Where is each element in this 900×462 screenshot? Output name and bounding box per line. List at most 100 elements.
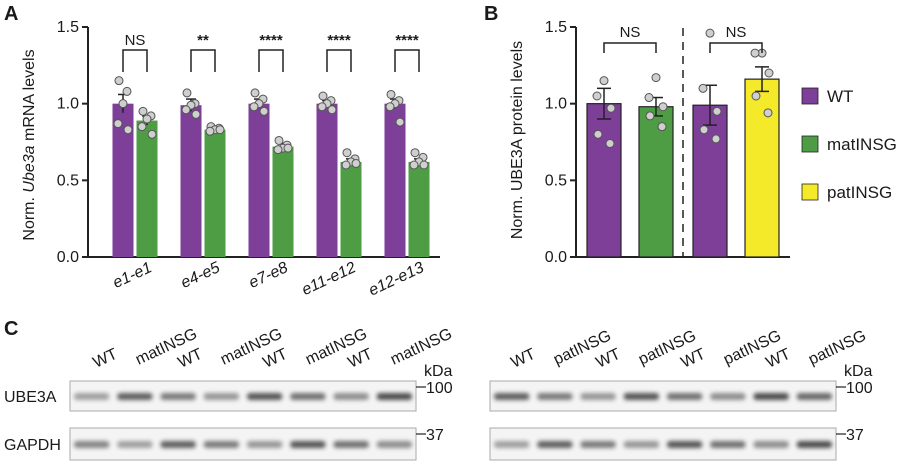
chart-b-point xyxy=(599,76,609,86)
chart-a-point xyxy=(395,117,405,127)
chart-a-point xyxy=(342,148,352,158)
legend-label: matINSG xyxy=(827,135,897,154)
chart-a-point xyxy=(283,143,293,153)
blot-band xyxy=(333,441,369,448)
blot-band xyxy=(117,441,153,448)
chart-a-point xyxy=(250,88,260,98)
chart-a-ytick-label: 1.0 xyxy=(57,96,79,113)
blot-band xyxy=(580,441,616,448)
blot-band xyxy=(203,441,239,448)
chart-a-sig-bracket xyxy=(122,49,148,72)
chart-a-ytick-label: 1.5 xyxy=(57,19,79,36)
chart-a-ytick-label: 0.0 xyxy=(57,249,79,266)
blot-band xyxy=(753,393,789,400)
chart-a-point xyxy=(205,126,215,136)
chart-a-sig-label: NS xyxy=(125,32,146,49)
chart-a-bar xyxy=(316,103,338,258)
chart-a: Norm. Ube3a mRNA levels 0.0 0.5 1.0 1.5 NS e1… xyxy=(21,19,440,299)
legend-swatch xyxy=(801,87,819,105)
panel-c-label: C xyxy=(4,318,18,340)
legend-swatch xyxy=(801,183,819,201)
chart-a-point xyxy=(142,114,152,124)
blot-band xyxy=(796,393,832,400)
chart-b-point xyxy=(606,103,616,113)
chart-a-point xyxy=(113,119,123,129)
legend-label: patINSG xyxy=(827,183,892,202)
blot-band xyxy=(247,393,283,400)
chart-a-point xyxy=(274,135,284,145)
chart-a-category-label: e4-e5 xyxy=(178,259,222,292)
chart-b-bar xyxy=(744,78,780,258)
chart-a-point xyxy=(138,106,148,116)
chart-a-point xyxy=(351,158,361,168)
chart-a-point xyxy=(386,89,396,99)
blot-band xyxy=(537,441,573,448)
chart-b-ytick-label: 0.5 xyxy=(545,172,567,189)
chart-b-ytick-label: 1.0 xyxy=(545,96,567,113)
chart-a-point xyxy=(327,105,337,115)
chart-b-point xyxy=(605,139,615,149)
blot-band xyxy=(667,441,703,448)
blot-band xyxy=(160,441,196,448)
chart-a-point xyxy=(259,106,269,116)
chart-a-sig-bracket xyxy=(258,49,284,72)
chart-b-bar xyxy=(692,104,728,258)
blot-band xyxy=(203,393,239,400)
chart-b: Norm. UBE3A protein levels 0.0 0.5 1.0 1.5 N… xyxy=(509,19,897,266)
chart-a-point xyxy=(123,125,133,135)
blot-marker-label: 100 xyxy=(846,380,873,397)
chart-b-sig-bracket xyxy=(603,42,657,53)
chart-a-category-label: e1-e1 xyxy=(110,259,154,292)
chart-a-bar xyxy=(408,161,430,257)
blot-band xyxy=(117,393,153,400)
chart-a-point xyxy=(273,145,283,155)
blot-row-label: GAPDH xyxy=(4,437,61,454)
blot-band xyxy=(376,393,412,400)
chart-a-point xyxy=(137,122,147,132)
chart-a-ytick-label: 0.5 xyxy=(57,172,79,189)
chart-b-point xyxy=(705,28,715,38)
legend-swatch xyxy=(801,135,819,153)
chart-b-point xyxy=(651,73,661,83)
chart-a-point xyxy=(182,88,192,98)
blot-marker-label: 37 xyxy=(426,427,444,444)
panel-a-label: A xyxy=(4,3,18,25)
chart-a-bar xyxy=(136,120,158,258)
chart-a-point xyxy=(122,86,132,96)
chart-a-bar xyxy=(384,103,406,258)
blot-band xyxy=(290,441,326,448)
chart-b-point xyxy=(645,111,655,121)
blot-band xyxy=(753,441,789,448)
chart-b-point xyxy=(764,68,774,78)
blot-band xyxy=(623,393,659,400)
blot-band xyxy=(290,393,326,400)
chart-a-bar xyxy=(204,129,226,257)
blot-lane-label: WT xyxy=(509,346,539,372)
chart-b-ytick-label: 1.5 xyxy=(545,19,567,36)
chart-a-bar xyxy=(248,103,270,258)
chart-a-point xyxy=(114,76,124,86)
blot-band xyxy=(623,441,659,448)
chart-a-point xyxy=(410,148,420,158)
blot-band xyxy=(74,393,110,400)
blot-band xyxy=(494,441,530,448)
chart-a-sig-label: ** xyxy=(197,32,209,49)
chart-a-point xyxy=(409,160,419,170)
chart-b-ytick-label: 0.0 xyxy=(545,249,567,266)
chart-b-point xyxy=(698,83,708,93)
blot-band xyxy=(160,393,196,400)
chart-b-point xyxy=(751,91,761,101)
chart-b-point xyxy=(712,106,722,116)
chart-a-point xyxy=(419,160,429,170)
chart-a-category-label: e11-e12 xyxy=(299,259,358,299)
blot-band xyxy=(710,441,746,448)
chart-a-bar xyxy=(112,103,134,258)
panel-b-label: B xyxy=(484,3,498,25)
blot-band xyxy=(796,441,832,448)
blot-row-label: UBE3A xyxy=(4,389,57,406)
blot-marker-label: 37 xyxy=(846,427,864,444)
chart-a-bar xyxy=(180,105,202,257)
chart-a-sig-label: **** xyxy=(327,32,351,49)
